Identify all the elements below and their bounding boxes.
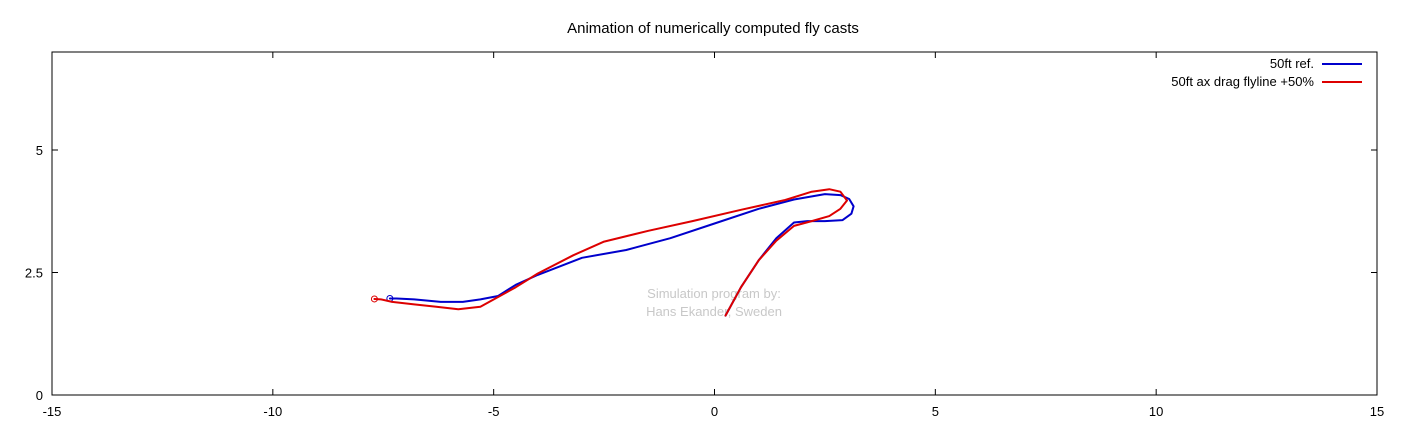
- x-tick-label: -5: [488, 404, 500, 419]
- legend: 50ft ref. 50ft ax drag flyline +50%: [1171, 56, 1362, 89]
- series-end-marker-1: [370, 295, 378, 303]
- legend-label-1: 50ft ax drag flyline +50%: [1171, 74, 1314, 89]
- legend-label-0: 50ft ref.: [1270, 56, 1314, 71]
- y-tick-label: 2.5: [25, 266, 43, 281]
- series-line-0: [388, 193, 855, 317]
- y-tick-label: 5: [36, 143, 43, 158]
- watermark-line-2: Hans Ekander, Sweden: [646, 304, 782, 319]
- x-tick-label: 0: [711, 404, 718, 419]
- axes: -15 -10 -5 0 5 10 15 0 2.5 5: [25, 52, 1384, 419]
- watermark-line-1: Simulation program by:: [647, 286, 781, 301]
- x-tick-label: -10: [263, 404, 282, 419]
- series-layer: [370, 188, 855, 317]
- x-tick-label: -15: [43, 404, 62, 419]
- chart-title: Animation of numerically computed fly ca…: [567, 20, 859, 37]
- series-line-1: [373, 188, 848, 317]
- y-tick-label: 0: [36, 388, 43, 403]
- x-tick-label: 15: [1370, 404, 1384, 419]
- x-tick-label: 10: [1149, 404, 1163, 419]
- x-tick-label: 5: [932, 404, 939, 419]
